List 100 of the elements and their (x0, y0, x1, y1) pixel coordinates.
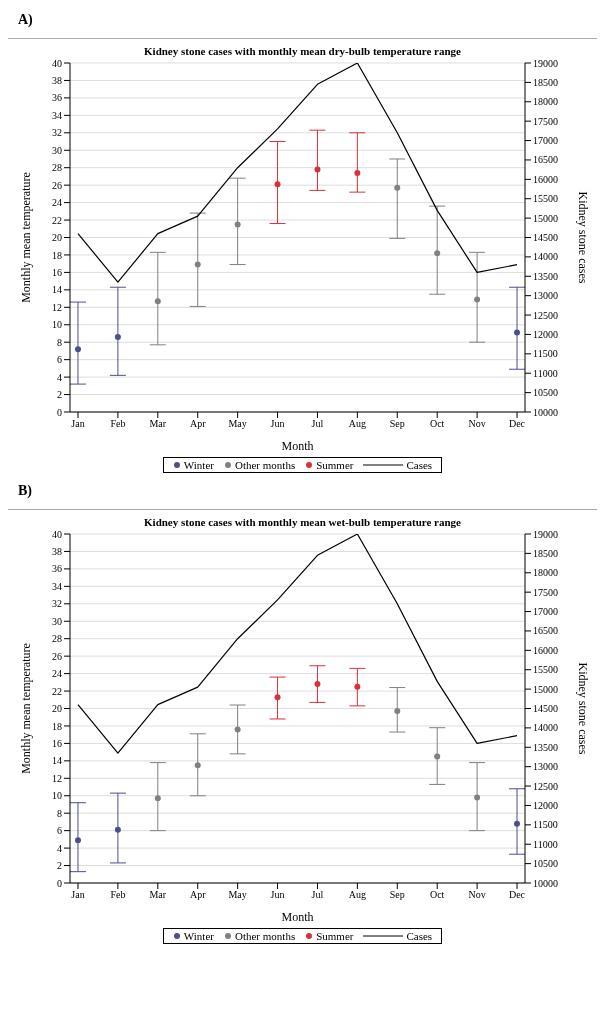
y-tick-label: 36 (52, 563, 62, 575)
x-axis-title: Month (281, 439, 314, 453)
x-axis-title: Month (281, 910, 314, 924)
y-tick-label: 26 (52, 650, 62, 662)
y2-tick-label: 16500 (533, 625, 558, 637)
legend-label: Other months (234, 459, 296, 471)
y-tick-label: 14 (52, 284, 62, 296)
y2-tick-label: 12000 (533, 799, 558, 811)
x-tick-label: Sep (389, 889, 405, 901)
y-tick-label: 40 (52, 57, 62, 69)
x-tick-label: Aug (348, 889, 366, 901)
x-tick-label: Jul (311, 889, 324, 901)
text: A) (8, 8, 597, 39)
point (154, 795, 161, 802)
y-tick-label: 2 (57, 389, 62, 401)
y-tick-label: 18 (52, 249, 62, 261)
y-tick-label: 18 (52, 720, 62, 732)
line-series (77, 63, 518, 283)
y-tick-label: 10 (52, 790, 62, 802)
x-tick-label: Aug (348, 418, 366, 430)
y2-tick-label: 11000 (533, 367, 558, 379)
y2-tick-label: 16000 (533, 644, 558, 656)
x-tick-label: Dec (508, 889, 526, 901)
point (234, 726, 241, 733)
y-tick-label: 22 (52, 685, 62, 697)
y2-tick-label: 18500 (533, 547, 558, 559)
y-tick-label: 4 (57, 842, 62, 854)
y2-tick-label: 10000 (533, 406, 558, 418)
y2-tick-label: 16500 (533, 154, 558, 166)
point (474, 296, 481, 303)
y2-tick-label: 19000 (533, 57, 558, 69)
point (354, 169, 361, 176)
y2-axis-title: Kidney stone cases (575, 191, 590, 284)
x-tick-label: Oct (429, 418, 445, 430)
y-tick-label: 20 (52, 703, 62, 715)
y-tick-label: 30 (52, 615, 62, 627)
legend-label: Summer (316, 930, 354, 942)
legend-label: Summer (316, 459, 354, 471)
x-tick-label: Feb (110, 418, 126, 430)
point (314, 166, 321, 173)
y2-tick-label: 12000 (533, 328, 558, 340)
text: B) (8, 479, 597, 510)
y-tick-label: 8 (57, 807, 62, 819)
y-tick-label: 26 (52, 179, 62, 191)
y-tick-label: 2 (57, 860, 62, 872)
y-tick-label: 12 (52, 301, 62, 313)
y2-tick-label: 17000 (533, 606, 558, 618)
y2-tick-label: 13500 (533, 741, 558, 753)
y-tick-label: 32 (52, 127, 62, 139)
y2-tick-label: 11000 (533, 838, 558, 850)
y2-tick-label: 15500 (533, 193, 558, 205)
y2-tick-label: 18000 (533, 96, 558, 108)
x-tick-label: Nov (468, 889, 486, 901)
y2-tick-label: 16000 (533, 173, 558, 185)
point (74, 837, 81, 844)
x-tick-label: Sep (389, 418, 405, 430)
point (154, 298, 161, 305)
point (234, 221, 241, 228)
y-tick-label: 28 (52, 162, 62, 174)
y2-tick-label: 13000 (533, 761, 558, 773)
line-series (77, 534, 518, 754)
y2-tick-label: 10500 (533, 387, 558, 399)
y-tick-label: 10 (52, 319, 62, 331)
y-tick-label: 32 (52, 598, 62, 610)
point (274, 694, 281, 701)
y-axis-title: Monthly mean temperature (19, 643, 34, 774)
y-tick-label: 8 (57, 336, 62, 348)
y-tick-label: 12 (52, 772, 62, 784)
point (514, 820, 521, 827)
y2-tick-label: 12500 (533, 309, 558, 321)
chart-title: Kidney stone cases with monthly mean wet-bulb temperature range (143, 516, 462, 528)
x-tick-label: Mar (149, 418, 167, 430)
y-tick-label: 24 (52, 197, 62, 209)
point (434, 250, 441, 257)
legend-label: Cases (406, 930, 433, 942)
point (194, 261, 201, 268)
x-tick-label: Apr (189, 889, 207, 901)
y2-tick-label: 12500 (533, 780, 558, 792)
y-tick-label: 20 (52, 232, 62, 244)
y2-tick-label: 11500 (533, 348, 558, 360)
y2-tick-label: 10500 (533, 858, 558, 870)
y2-tick-label: 11500 (533, 819, 558, 831)
y-tick-label: 6 (57, 825, 62, 837)
y2-tick-label: 14000 (533, 251, 558, 263)
x-tick-label: Jun (270, 889, 285, 901)
point (74, 346, 81, 353)
x-tick-label: Jul (311, 418, 324, 430)
point (474, 794, 481, 801)
y2-tick-label: 15000 (533, 683, 558, 695)
legend-label: Winter (183, 930, 214, 942)
y-tick-label: 28 (52, 633, 62, 645)
point (354, 683, 361, 690)
y2-tick-label: 15500 (533, 664, 558, 676)
x-tick-label: Oct (429, 889, 445, 901)
y2-tick-label: 14000 (533, 722, 558, 734)
y-tick-label: 16 (52, 266, 62, 278)
x-tick-label: Apr (189, 418, 207, 430)
y2-tick-label: 14500 (533, 703, 558, 715)
x-tick-label: Jun (270, 418, 285, 430)
point (114, 826, 121, 833)
